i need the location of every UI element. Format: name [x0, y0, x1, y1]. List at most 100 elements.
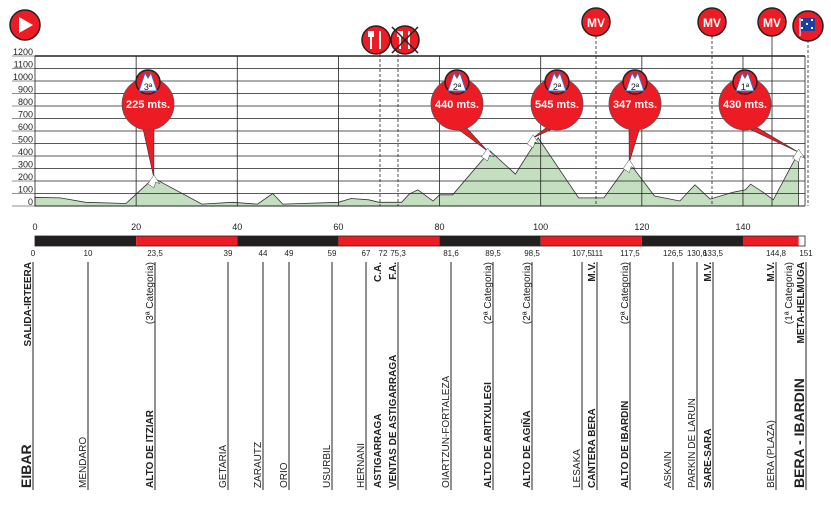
km-tick-label: 60 — [333, 222, 343, 232]
km-tick-label: 20 — [131, 222, 141, 232]
waypoint: 144,8 BERA (PLAZA) M.V. — [766, 249, 787, 490]
y-tick-label: 900 — [18, 85, 33, 95]
waypoint: 117,5 ALTO DE IBARDIN (2ª Categoria) — [620, 249, 640, 490]
waypoint-note: M.V. — [587, 262, 598, 282]
climb-marker: 2ª 545 mts. — [526, 69, 584, 149]
mountain-icon — [735, 71, 755, 92]
climb-category: 2ª — [453, 82, 462, 92]
climb-altitude-label: 440 mts. — [435, 99, 479, 111]
waypoint: 81,6 OIARTZUN-FORTALEZA — [441, 249, 459, 490]
waypoint-name: ASTIGARRAGA — [373, 414, 384, 488]
feed-zone-icon — [361, 25, 391, 206]
waypoint-note: (2ª Categoria) — [620, 262, 631, 324]
flag-check — [811, 27, 813, 29]
finish-flag-icon — [792, 10, 824, 206]
waypoint-name: ALTO DE ARITXULEGI — [483, 382, 494, 488]
waypoint-name: ORIO — [279, 462, 290, 488]
climb-category: 3ª — [144, 82, 153, 92]
cross-glyph — [391, 26, 419, 54]
icon-circle — [757, 7, 787, 37]
waypoint-note: (2ª Categoria) — [483, 262, 494, 324]
km-tick-label: 80 — [435, 222, 445, 232]
icon-circle — [581, 7, 611, 37]
waypoint-note: (1ª Categoria) — [784, 262, 795, 324]
waypoint-name: ASKAIN — [663, 451, 674, 488]
climb-marker: 2ª 347 mts. — [608, 69, 662, 174]
waypoint-km: 130,6 — [687, 249, 708, 258]
waypoint: 0 EIBAR SALIDA-IRTEERA — [18, 249, 36, 490]
waypoint-note: F.A. — [388, 262, 399, 280]
waypoint-name: SARE-SARA — [703, 429, 714, 488]
waypoint: 67 HERNANI — [356, 249, 371, 490]
icon-circle — [697, 7, 727, 37]
waypoint-note: M.V. — [766, 262, 777, 282]
waypoint: 98,5 ALTO DE AGIÑA (2ª Categoria) — [520, 249, 540, 490]
climb-altitude-label: 430 mts. — [723, 99, 767, 111]
km-bar-segment — [35, 236, 137, 246]
waypoint: 39 GETARIA — [218, 249, 233, 490]
km-bar-segment — [237, 236, 339, 246]
climb-marker: 2ª 440 mts. — [430, 69, 495, 162]
km-bar-outline — [34, 235, 806, 247]
waypoint-name: ZARAUTZ — [253, 442, 264, 488]
y-tick-label: 200 — [18, 172, 33, 182]
flag-check — [801, 27, 803, 29]
waypoint-name: HERNANI — [356, 443, 367, 488]
waypoint-km: 0 — [31, 249, 36, 258]
waypoint-note: C.A. — [373, 262, 384, 282]
waypoint: 59 USURBIL — [322, 249, 337, 490]
end-feed-zone-icon — [390, 25, 420, 206]
waypoint: 10 MENDARO — [78, 249, 93, 490]
y-tick-label: 300 — [18, 160, 33, 170]
icon-circle — [361, 25, 391, 55]
waypoint-km: 67 — [362, 249, 371, 258]
waypoint-note: META-HELMUGA — [796, 262, 807, 343]
km-bar-segment — [540, 236, 642, 246]
mv-label: MV — [703, 16, 721, 30]
y-tick-label: 100 — [18, 185, 33, 195]
waypoint-km: 89,5 — [485, 249, 501, 258]
km-tick-label: 120 — [634, 222, 649, 232]
y-tick-label: 1100 — [14, 60, 33, 70]
waypoint: 72 ASTIGARRAGA C.A. — [373, 249, 388, 488]
climb-altitude-label: 545 mts. — [535, 99, 579, 111]
waypoint-name: VENTAS DE ASTIGARRAGA — [388, 355, 399, 488]
summit-snow — [481, 147, 495, 162]
y-tick-label: 600 — [18, 122, 33, 132]
mv-icon: MV — [757, 7, 787, 206]
climb-marker: 1ª 430 mts. — [718, 69, 806, 163]
waypoint: 151 BERA - IBARDIN META-HELMUGA(1ª Categor… — [784, 249, 813, 490]
mv-icon: MV — [581, 7, 611, 206]
waypoint: 111 CANTERA BERA M.V. — [587, 249, 604, 490]
waypoint-name: ALTO DE IBARDIN — [620, 401, 631, 488]
mv-icon: MV — [697, 7, 727, 206]
waypoint-km: 151 — [799, 249, 813, 258]
summit-snow — [792, 148, 806, 163]
waypoint-km: 111 — [591, 249, 604, 258]
waypoint-km: 126,5 — [663, 249, 684, 258]
climb-altitude-label: 225 mts. — [126, 99, 170, 111]
mountain-icon — [138, 71, 158, 92]
y-tick-label: 1000 — [13, 72, 33, 82]
fork-knife-glyph — [368, 31, 381, 49]
waypoint-name: PARKIN DE LARUN — [687, 398, 698, 488]
waypoint-name: MENDARO — [78, 437, 89, 488]
flag-check — [801, 19, 803, 21]
waypoint-name: BERA (PLAZA) — [766, 420, 777, 488]
play-glyph — [19, 17, 33, 33]
waypoint: 133,5 SARE-SARA M.V. — [703, 249, 724, 490]
km-tick-label: 40 — [232, 222, 242, 232]
mountain-icon — [447, 71, 467, 92]
waypoint-name: BERA - IBARDIN — [791, 378, 807, 488]
km-tick-label: 140 — [735, 222, 750, 232]
waypoint-km: 98,5 — [524, 249, 540, 258]
mountain-icon — [625, 71, 645, 92]
waypoint-name: ALTO DE ITZIAR — [145, 409, 156, 488]
km-tick-label: 0 — [32, 222, 37, 232]
flag-check — [806, 23, 808, 25]
km-bar-segment — [742, 236, 799, 246]
waypoint-km: 75,3 — [390, 249, 406, 258]
y-tick-label: 700 — [18, 110, 33, 120]
waypoint-name: LESAKA — [572, 449, 583, 488]
